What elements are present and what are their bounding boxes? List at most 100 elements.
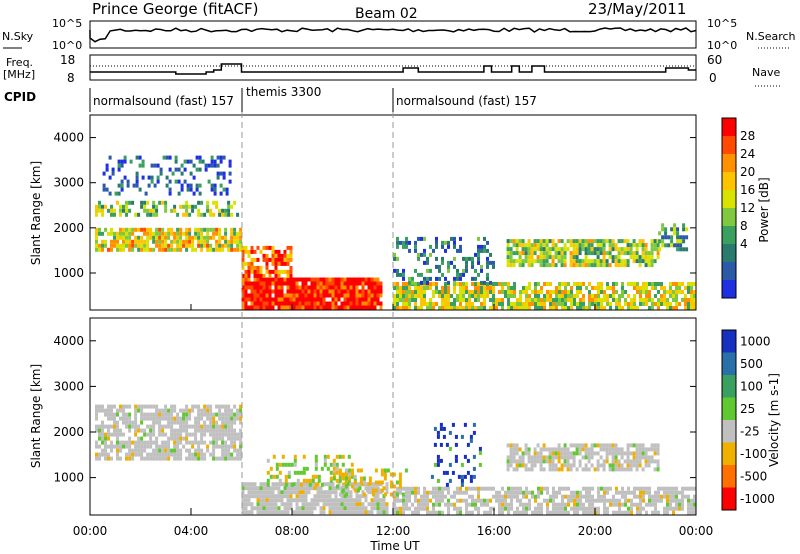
power-cell [343,281,347,286]
power-cell [629,251,633,256]
power-cell [189,171,193,176]
power-cell [244,281,248,286]
velocity-cell [311,474,315,479]
velocity-cell [581,455,585,460]
velocity-cell [651,498,654,503]
velocity-cell [365,488,369,493]
velocity-cell [335,470,339,475]
velocity-cell [104,452,107,457]
velocity-cell [569,455,573,460]
velocity-cell [519,502,522,507]
power-cell [521,251,525,256]
power-cell [660,298,663,302]
velocity-cell [539,455,543,460]
power-cell [265,293,269,298]
power-cell [262,301,266,306]
power-cell [292,297,296,302]
velocity-cell [657,510,660,515]
velocity-cell [447,486,450,491]
power-cell [349,305,353,310]
velocity-cell [140,404,144,409]
power-cell [435,290,438,294]
power-cell [576,286,579,290]
power-cell [636,282,639,286]
velocity-cell [128,436,132,441]
velocity-cell [653,451,657,456]
power-cell [396,306,399,310]
power-cell [594,294,597,298]
power-cell [444,290,447,294]
power-cell [167,231,171,236]
power-cell [650,251,654,256]
power-cell [483,248,486,253]
velocity-cell [328,502,332,507]
power-cell [459,302,462,306]
velocity-cell [442,434,446,439]
power-cell [277,285,281,290]
velocity-cell [239,448,243,453]
power-cell [271,249,275,254]
velocity-cell [506,463,510,468]
power-cell [150,163,154,168]
power-cell [633,294,636,298]
power-cell [107,208,110,213]
power-cell [666,298,669,302]
power-cell [453,280,456,285]
velocity-cell [373,486,377,491]
velocity-cell [185,436,189,441]
velocity-cell [281,454,285,459]
power-cell [572,259,576,264]
power-cell [530,251,534,256]
power-cell [286,269,290,274]
colorbar-swatch [722,420,736,443]
velocity-cell [140,420,144,425]
velocity-cell [635,459,639,464]
power-cell [453,240,456,245]
velocity-cell [301,490,305,495]
velocity-cell [465,506,468,511]
power-cell [522,302,525,306]
velocity-cell [429,510,432,515]
velocity-cell [516,486,519,491]
power-cell [650,263,654,268]
velocity-cell [337,510,341,515]
velocity-cell [107,404,110,409]
power-cell [259,249,263,254]
power-cell [262,293,266,298]
power-cell [153,183,157,188]
power-cell [212,231,216,236]
velocity-cell [314,454,318,459]
velocity-cell [612,494,615,499]
power-cell [596,255,600,260]
velocity-cell [639,494,642,499]
power-cell [295,301,299,306]
velocity-cell [344,476,348,481]
velocity-cell [472,454,476,459]
power-cell [563,251,567,256]
power-cell [420,252,423,257]
power-cell [210,159,214,164]
velocity-cell [420,494,423,499]
power-cell [355,281,359,286]
power-cell [414,286,417,290]
power-cell [507,306,510,310]
velocity-cell [561,498,564,503]
velocity-cell [331,482,335,487]
velocity-cell [509,459,513,464]
velocity-cell [173,456,177,461]
power-cell [654,282,657,286]
velocity-cell [569,467,573,472]
power-cell [110,208,113,213]
power-cell [578,247,582,252]
velocity-cell [456,498,459,503]
power-cell [551,247,555,252]
power-cell [233,227,237,232]
power-cell [537,298,540,302]
velocity-cell [605,455,609,460]
velocity-cell [693,498,696,503]
power-cell [161,200,165,205]
velocity-cell [308,478,312,483]
power-cell [271,269,275,274]
power-cell [313,289,317,294]
velocity-cell [552,498,555,503]
